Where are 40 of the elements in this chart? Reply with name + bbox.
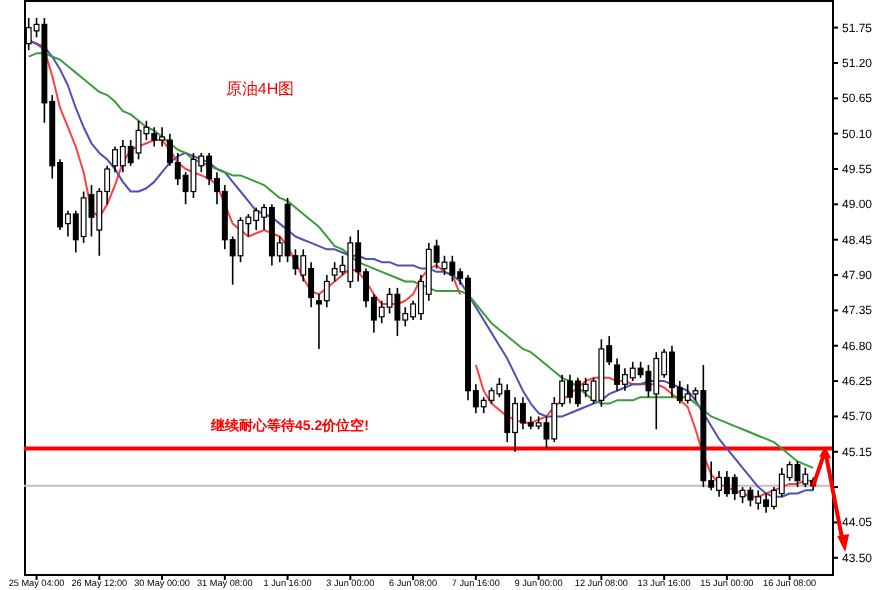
- candlestick: [386, 287, 393, 315]
- candlestick: [308, 261, 315, 308]
- candlestick: [614, 357, 621, 392]
- candlestick: [755, 489, 762, 511]
- candlestick: [206, 152, 213, 186]
- candlestick: [347, 235, 354, 289]
- candlestick: [88, 184, 95, 238]
- candlestick: [582, 377, 589, 398]
- candlestick: [112, 145, 118, 174]
- candlestick: [574, 377, 581, 408]
- candlestick: [747, 486, 754, 508]
- candlestick: [512, 396, 519, 453]
- candlestick: [237, 216, 244, 263]
- candlestick: [669, 344, 675, 398]
- candlestick: [135, 120, 142, 161]
- candlestick: [504, 383, 511, 443]
- candlestick: [802, 467, 809, 488]
- candlestick: [621, 367, 628, 392]
- candlestick: [794, 460, 801, 488]
- candlestick: [378, 299, 385, 325]
- candlestick: [190, 152, 197, 199]
- candlestick: [567, 373, 573, 405]
- candlestick: [645, 364, 652, 398]
- candlestick: [80, 190, 87, 244]
- candlestick: [253, 206, 260, 231]
- candlestick: [151, 126, 158, 148]
- candlestick: [653, 351, 660, 431]
- candlestick: [723, 470, 730, 498]
- candlestick: [519, 396, 526, 431]
- annotation: 原油4H图: [225, 80, 295, 98]
- candlestick: [629, 360, 636, 382]
- candlestick: [763, 492, 770, 514]
- candlestick: [731, 473, 738, 501]
- candlestick: [323, 274, 330, 308]
- candlestick: [394, 287, 401, 337]
- candlestick: [331, 261, 338, 283]
- candlestick: [716, 470, 722, 498]
- candlestick: [684, 383, 691, 405]
- candlestick: [449, 254, 456, 283]
- candlestick: [119, 139, 126, 174]
